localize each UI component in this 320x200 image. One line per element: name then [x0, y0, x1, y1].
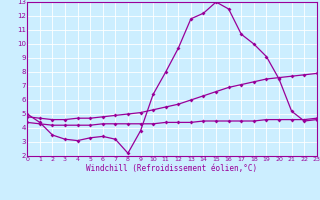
X-axis label: Windchill (Refroidissement éolien,°C): Windchill (Refroidissement éolien,°C)	[86, 164, 258, 173]
